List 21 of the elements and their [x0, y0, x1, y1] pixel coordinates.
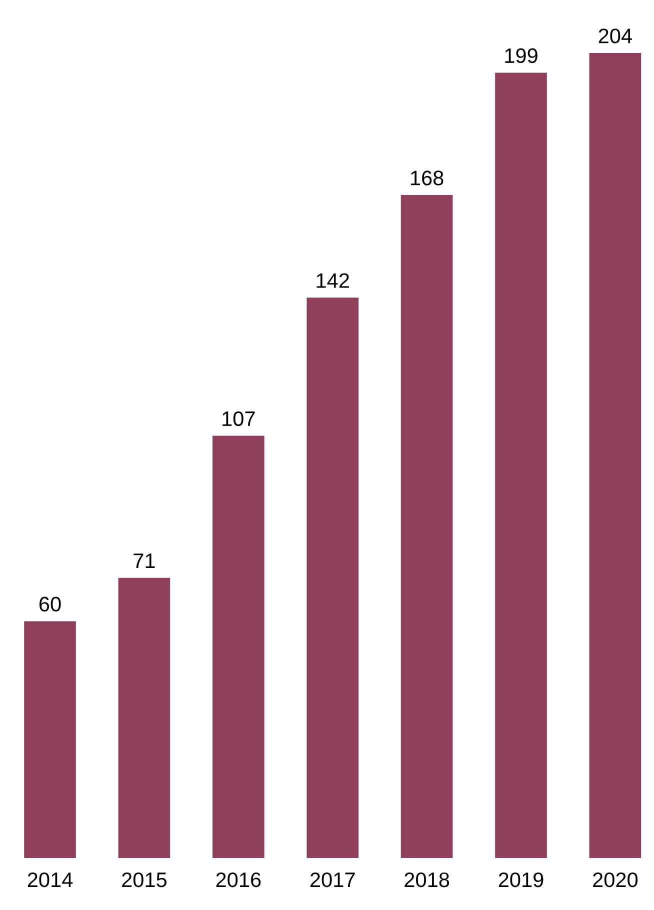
data-label: 204 [598, 28, 632, 44]
x-tick-label: 2016 [216, 872, 261, 888]
x-tick-label: 2017 [310, 872, 355, 888]
data-label: 60 [39, 596, 61, 612]
x-tick-label: 2019 [498, 872, 544, 888]
x-tick-label: 2015 [122, 872, 167, 888]
bar [24, 621, 76, 858]
bar [118, 578, 170, 858]
data-label: 199 [505, 48, 538, 64]
bar [589, 53, 642, 858]
bar [495, 72, 547, 858]
bar [400, 195, 453, 858]
x-tick-label: 2014 [28, 872, 73, 888]
x-tick-label: 2020 [593, 872, 638, 888]
x-tick-label: 2018 [404, 872, 450, 888]
bar [306, 298, 359, 858]
data-label: 107 [222, 411, 255, 426]
data-label: 71 [134, 554, 155, 568]
data-label: 168 [411, 170, 444, 186]
data-label: 142 [316, 273, 349, 288]
bar [212, 436, 264, 858]
